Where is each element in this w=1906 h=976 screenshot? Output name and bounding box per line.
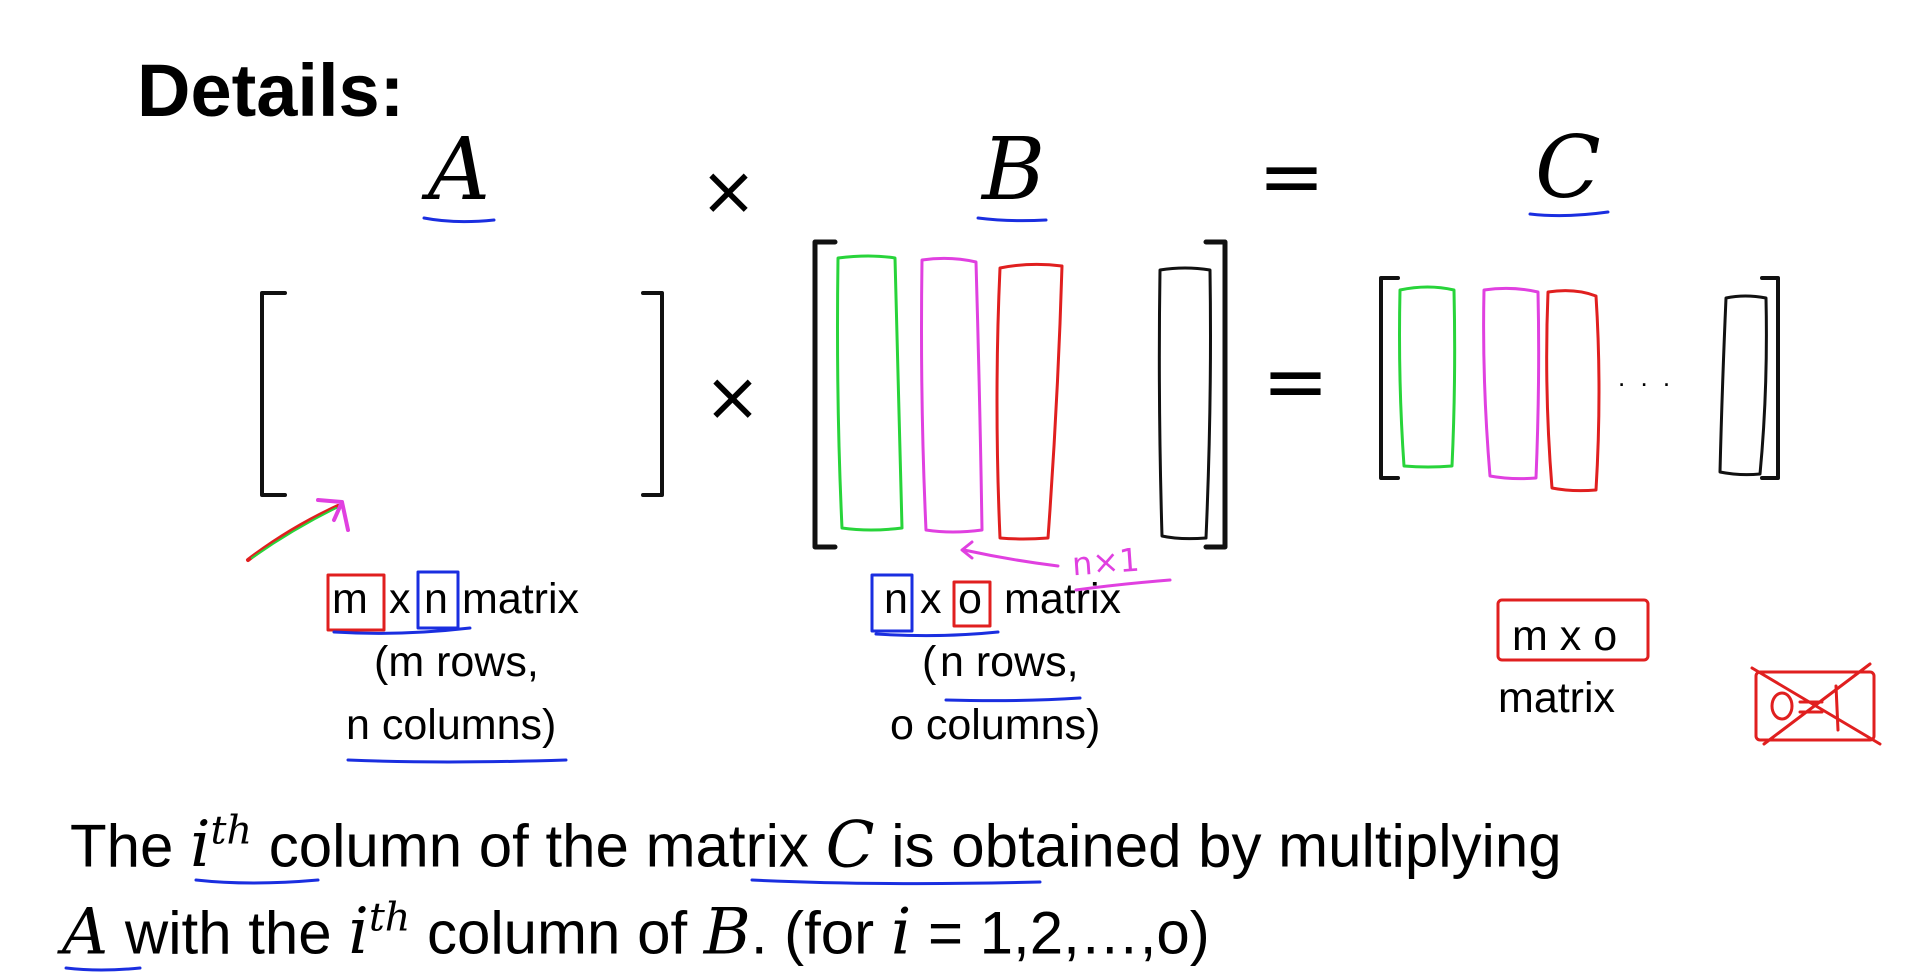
crossed-o [1770, 691, 1794, 721]
matrix-c-left-bracket [1379, 276, 1400, 480]
sentence-column-of: column of [410, 899, 704, 967]
a-rows-text: (m rows, [374, 638, 539, 686]
b-rows-paren: ( [922, 638, 937, 686]
b-rows-text: n rows, [940, 638, 1079, 686]
equals-sign-top: = [1258, 130, 1326, 223]
i-letter: i [190, 808, 211, 883]
underline-a-cols [346, 758, 568, 764]
times-sign-middle: × [704, 358, 761, 437]
sentence-i-var-2: ith [348, 895, 410, 969]
a-dim-word: matrix [462, 575, 580, 623]
matrix-c-symbol: C [1535, 118, 1601, 218]
sentence-the: The [70, 812, 191, 880]
sentence-column-of-the: column of the [268, 812, 646, 880]
matrix-b-right-bracket [1203, 239, 1228, 550]
c-matrix-word: matrix [1498, 674, 1616, 722]
equals-sign-middle: = [1262, 335, 1330, 428]
sentence-c-var: C [825, 808, 875, 883]
i-letter-2: i [348, 895, 369, 970]
b-dim-x: x [920, 575, 942, 623]
a-dim-m: m [332, 575, 368, 623]
cross-line-2 [1762, 662, 1872, 746]
heading-details: Details: [137, 49, 405, 132]
c-dim-text: m x o [1512, 612, 1618, 660]
c-column-magenta [1482, 286, 1541, 481]
arrow-to-matrix-a [246, 504, 340, 562]
b-dim-n: n [884, 575, 908, 623]
matrix-a-right-bracket [641, 291, 664, 497]
th-superscript-2: th [368, 895, 411, 941]
sentence-line-2: A with the ith column of B. (for i = 1,2… [62, 895, 1210, 969]
a-dim-x: x [389, 575, 411, 623]
b-column-black [1157, 266, 1212, 541]
c-column-red [1545, 289, 1601, 493]
th-superscript: th [210, 808, 253, 854]
sentence-i-var: ith [190, 808, 252, 882]
sentence-with-the: with the [108, 899, 349, 967]
annotation-n-by-1: n×1 [1070, 540, 1141, 584]
matrix-b-left-bracket [812, 239, 838, 550]
annotation-arrow [960, 540, 1060, 568]
a-cols-text: n columns) [346, 701, 557, 749]
b-dim-o: o [958, 575, 982, 623]
sentence-b-var: B [703, 895, 751, 970]
sentence-range: = 1,2,…,o) [911, 899, 1210, 967]
crossed-equals [1798, 700, 1824, 714]
underline-a-mxn [332, 626, 472, 635]
b-dim-word: matrix [1004, 575, 1122, 623]
times-sign-top: × [700, 152, 757, 231]
arrow-head-magenta [316, 498, 350, 532]
matrix-c-right-bracket [1760, 276, 1780, 480]
c-column-black [1718, 294, 1768, 477]
b-column-red [995, 262, 1064, 541]
c-column-green [1398, 285, 1457, 469]
a-dim-n: n [424, 575, 448, 623]
underline-b-nxo [874, 630, 1000, 638]
sentence-a-var: A [62, 895, 109, 970]
ellipsis-dots: . . . [1618, 362, 1675, 392]
b-column-magenta [920, 256, 984, 534]
b-cols-text: o columns) [890, 701, 1101, 749]
matrix-b-symbol: B [982, 120, 1046, 220]
sentence-matrix-word: matrix [645, 812, 826, 880]
b-column-green [836, 254, 904, 532]
crossed-one [1834, 684, 1840, 732]
matrix-a-symbol: A [428, 120, 491, 220]
sentence-i-var-3: i [890, 895, 912, 970]
sentence-line-1: The ith column of the matrix C is obtain… [70, 808, 1562, 882]
sentence-obtained: is obtained by multiplying [874, 812, 1562, 880]
cross-line-1 [1750, 666, 1882, 746]
matrix-a-left-bracket [260, 291, 287, 497]
crossed-box [1754, 670, 1876, 742]
sentence-for: . (for [750, 899, 891, 967]
